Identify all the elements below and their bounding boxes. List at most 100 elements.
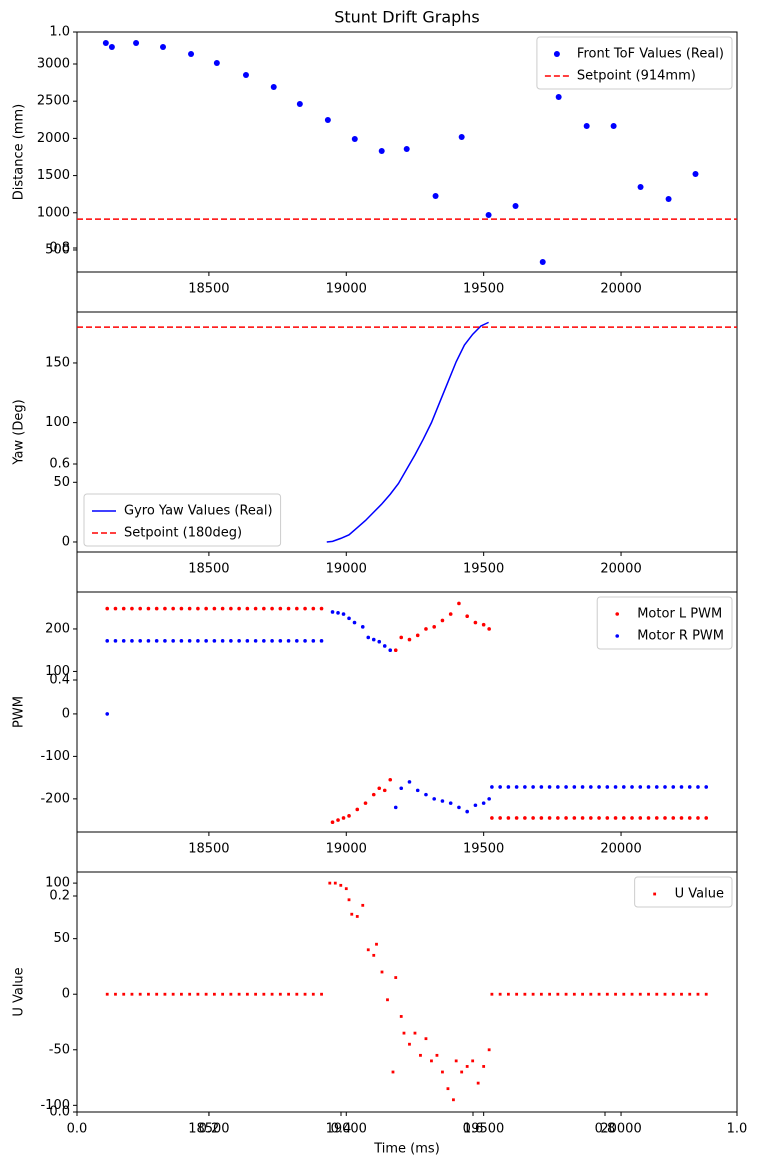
x-tick-label: 18500 — [188, 842, 229, 857]
legend: U Value — [634, 876, 733, 908]
marker — [403, 145, 410, 152]
marker — [388, 777, 393, 782]
marker — [432, 192, 439, 199]
marker — [621, 785, 626, 789]
marker — [347, 814, 351, 818]
marker — [339, 883, 343, 887]
x-tick-label: 1.0 — [727, 1122, 748, 1137]
marker — [270, 606, 274, 611]
marker — [311, 992, 315, 996]
marker — [704, 816, 709, 820]
marker — [351, 135, 358, 142]
marker — [163, 992, 167, 996]
y-tick-label: 100 — [45, 415, 70, 430]
marker — [547, 816, 552, 820]
y-tick-label: 0.2 — [49, 889, 70, 904]
marker — [154, 639, 159, 643]
marker — [539, 992, 543, 996]
marker — [393, 805, 398, 810]
marker — [220, 639, 225, 643]
marker — [204, 639, 208, 643]
legend-label: Front ToF Values (Real) — [577, 47, 724, 62]
marker — [114, 992, 117, 996]
y-axis-label: U Value — [12, 967, 27, 1016]
marker — [446, 1087, 450, 1091]
x-tick-label: 20000 — [600, 282, 641, 297]
marker — [413, 1031, 417, 1035]
y-tick-label: 1.0 — [49, 25, 70, 40]
marker — [465, 1065, 469, 1068]
marker — [481, 622, 486, 627]
legend-label: Motor L PWM — [637, 607, 722, 622]
x-tick-label: 19000 — [326, 842, 367, 857]
marker — [654, 785, 659, 789]
marker — [378, 147, 385, 154]
marker — [262, 992, 266, 996]
marker — [380, 970, 384, 974]
y-tick-label: 100 — [45, 664, 70, 679]
x-tick-label: 0.6 — [463, 1122, 484, 1137]
legend-box — [634, 876, 733, 908]
marker — [498, 816, 502, 820]
marker — [319, 639, 324, 643]
marker — [212, 606, 217, 611]
marker — [613, 785, 618, 789]
marker — [583, 122, 590, 129]
marker — [320, 992, 323, 996]
marker — [336, 818, 340, 822]
y-tick-label: 2000 — [37, 131, 70, 146]
marker — [303, 992, 307, 996]
marker — [262, 639, 266, 643]
subplot: 0 50 100 150 18500 19000 19500 20000 Yaw (Deg) — [12, 311, 738, 577]
marker — [121, 606, 126, 611]
x-tick-label: 19500 — [463, 282, 504, 297]
y-tick-label: 0 — [62, 987, 70, 1002]
marker — [179, 639, 184, 643]
marker — [679, 785, 684, 789]
marker — [242, 72, 249, 79]
marker — [704, 785, 709, 789]
legend-label: U Value — [675, 887, 724, 902]
marker — [688, 992, 692, 996]
y-tick-label: 1500 — [37, 168, 70, 183]
x-tick-label: 19000 — [326, 282, 367, 297]
marker — [361, 903, 365, 907]
marker — [330, 820, 335, 825]
marker — [180, 992, 183, 996]
y-tick-label: 0.6 — [49, 457, 70, 472]
y-tick-label: 100 — [45, 876, 70, 891]
marker — [458, 133, 465, 140]
marker — [286, 639, 291, 643]
marker — [295, 992, 299, 996]
marker — [572, 992, 576, 996]
marker — [523, 785, 527, 789]
marker — [121, 639, 126, 643]
marker — [196, 992, 200, 996]
marker — [196, 639, 200, 643]
marker — [113, 639, 118, 643]
marker — [179, 606, 184, 611]
marker — [539, 258, 546, 265]
marker — [696, 992, 700, 996]
legend-item: Setpoint (180deg) — [92, 526, 242, 541]
marker — [654, 816, 659, 820]
x-tick-label: 0.8 — [595, 1122, 616, 1137]
y-axis-label: PWM — [12, 696, 27, 728]
y-tick-label: 50 — [53, 475, 70, 490]
marker — [687, 816, 692, 820]
marker — [487, 627, 491, 631]
marker — [424, 792, 428, 797]
marker — [531, 992, 535, 996]
marker — [523, 992, 527, 996]
marker — [465, 809, 469, 814]
legend: Motor L PWM Motor R PWM — [596, 596, 733, 650]
marker — [133, 40, 140, 47]
marker — [377, 639, 382, 644]
marker — [457, 805, 461, 810]
x-tick-label: 19500 — [463, 562, 504, 577]
y-tick-label: -100 — [40, 1098, 70, 1113]
marker — [679, 816, 684, 820]
x-tick-label: 18500 — [188, 1122, 229, 1137]
marker — [286, 606, 291, 611]
